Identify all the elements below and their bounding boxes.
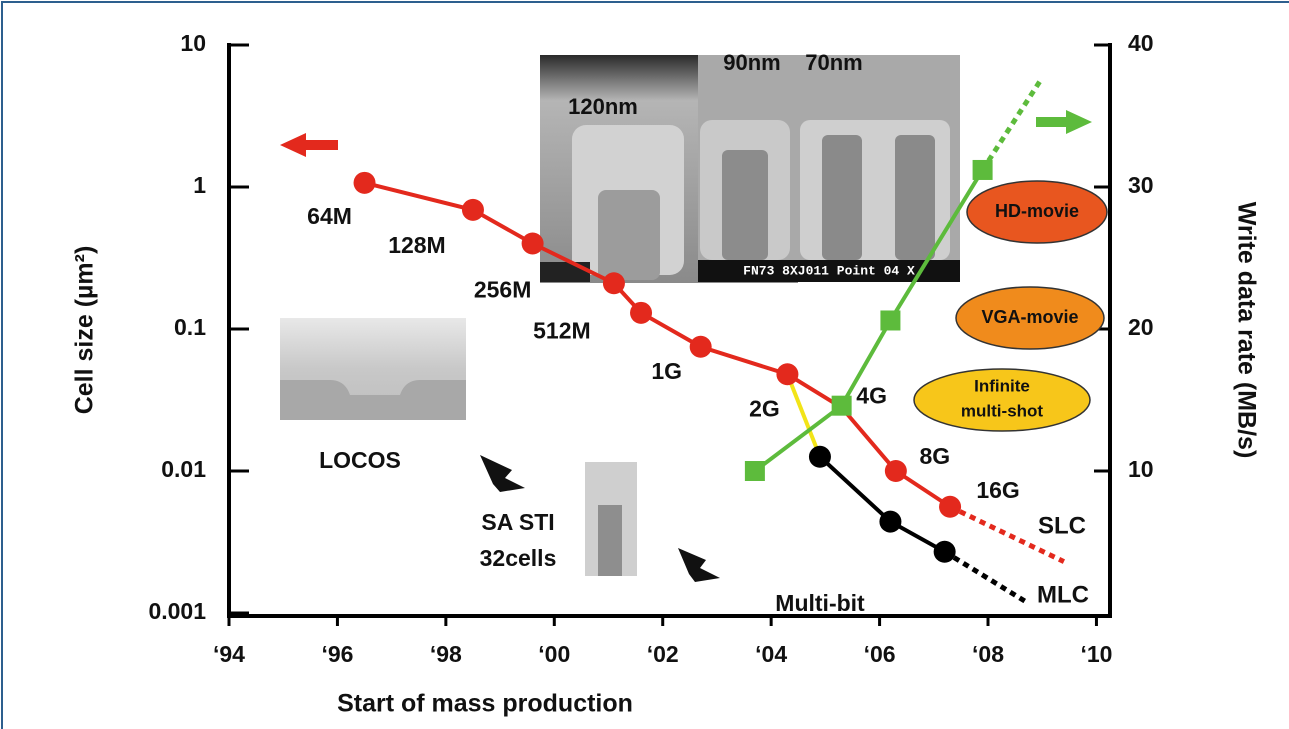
- series-line: [945, 552, 1026, 602]
- point-label: 256M: [474, 277, 532, 303]
- x-tick-label: ‘98: [430, 641, 462, 667]
- point-label: 128M: [388, 232, 446, 258]
- x-tick-label: ‘94: [213, 641, 245, 667]
- marker: [809, 446, 831, 468]
- y-tick-label: 0.001: [148, 598, 206, 624]
- y-tick-label: 0.1: [174, 314, 206, 340]
- x-tick-label: ‘00: [538, 641, 570, 667]
- x-axis-label: Start of mass production: [337, 690, 633, 718]
- marker: [879, 511, 901, 533]
- annotation: Multi-bit: [775, 590, 865, 616]
- annotation: 120nm: [568, 94, 638, 119]
- y-tick-label: 0.01: [161, 456, 206, 482]
- y-tick-label: 1: [193, 172, 206, 198]
- marker: [745, 461, 765, 481]
- axis-arrow: [280, 133, 338, 157]
- x-tick-label: ‘04: [755, 641, 787, 667]
- marker: [973, 160, 993, 180]
- marker: [522, 233, 544, 255]
- chart: Start of mass production Cell size (µm²)…: [0, 0, 1289, 729]
- point-label: 512M: [533, 317, 591, 343]
- photo-inset: [585, 462, 637, 576]
- page: {"chart_data": { "type": "line", "xlabel…: [0, 0, 1289, 729]
- point-label: 4G: [856, 383, 887, 409]
- annotation: Infinite: [974, 376, 1030, 395]
- y2-axis-label: Write data rate (MB/s): [1232, 202, 1260, 459]
- y2-tick-label: 20: [1128, 314, 1154, 340]
- annotation: multi-shot: [961, 401, 1043, 420]
- marker: [630, 302, 652, 324]
- annotation: VGA-movie: [981, 307, 1078, 327]
- annotation: 32cells: [480, 545, 557, 571]
- annotation: SA STI: [481, 509, 554, 535]
- series-line: [983, 78, 1043, 170]
- annotation: FN73 8XJ011 Point 04 X: [743, 263, 915, 278]
- series-line: [820, 457, 945, 552]
- annotation: HD-movie: [995, 201, 1079, 221]
- series-label: MLC: [1037, 581, 1089, 608]
- marker: [462, 199, 484, 221]
- marker: [885, 460, 907, 482]
- point-label: 16G: [976, 477, 1019, 503]
- point-label: 8G: [920, 443, 951, 469]
- x-tick-label: ‘08: [972, 641, 1004, 667]
- y-axis-label: Cell size (µm²): [71, 246, 99, 415]
- series-label: SLC: [1038, 512, 1086, 539]
- marker: [354, 172, 376, 194]
- x-tick-label: ‘10: [1080, 641, 1112, 667]
- marker: [603, 272, 625, 294]
- point-label: 64M: [307, 203, 352, 229]
- x-tick-label: ‘06: [864, 641, 896, 667]
- x-tick-label: ‘02: [647, 641, 679, 667]
- marker: [934, 541, 956, 563]
- axis-arrow: [1036, 110, 1092, 134]
- y-tick-label: 10: [180, 30, 206, 56]
- marker: [880, 310, 900, 330]
- arrow: [480, 455, 525, 492]
- y2-tick-label: 10: [1128, 456, 1154, 482]
- x-tick-label: ‘96: [321, 641, 353, 667]
- marker: [939, 496, 961, 518]
- marker: [832, 396, 852, 416]
- marker: [776, 363, 798, 385]
- point-label: 1G: [651, 358, 682, 384]
- annotation: 70nm: [805, 50, 862, 75]
- marker: [690, 336, 712, 358]
- photo-inset: [280, 318, 466, 420]
- photo-inset: [540, 55, 960, 283]
- point-label: 2G: [749, 395, 780, 421]
- annotation: LOCOS: [319, 447, 401, 473]
- arrow: [678, 548, 720, 582]
- annotation: 90nm: [723, 50, 780, 75]
- y2-tick-label: 40: [1128, 30, 1154, 56]
- y2-tick-label: 30: [1128, 172, 1154, 198]
